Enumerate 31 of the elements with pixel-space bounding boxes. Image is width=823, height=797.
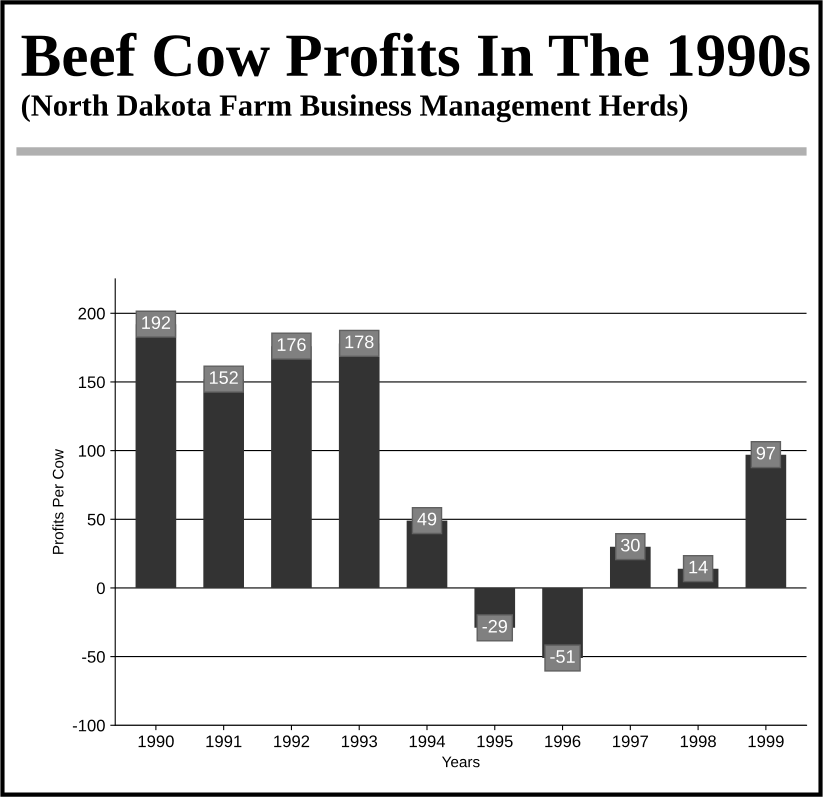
x-tick-label: 1994 (410, 735, 446, 748)
x-tick-label: 1997 (613, 735, 648, 748)
chart-title: Beef Cow Profits In The 1990s (22, 32, 810, 76)
y-tick-label: 0 (96, 582, 105, 594)
x-axis-title: Years (442, 756, 480, 768)
x-tick-label: 1995 (478, 735, 513, 748)
y-tick-label: 50 (88, 514, 105, 526)
y-tick-label: 200 (78, 308, 105, 320)
y-tick-label: -50 (82, 651, 105, 663)
y-axis-title: Profits Per Cow (52, 449, 64, 554)
y-tick-label: -100 (72, 720, 105, 732)
x-tick-label: 1998 (680, 735, 716, 748)
data-label: -29 (482, 620, 507, 633)
data-label: 49 (417, 512, 436, 526)
data-label: 97 (756, 446, 776, 460)
chart-subtitle: (North Dakota Farm Business Management Herds) (22, 94, 688, 122)
data-label: -51 (550, 650, 575, 663)
x-tick-label: 1996 (545, 735, 580, 748)
data-label: 176 (278, 338, 306, 352)
x-tick-label: 1990 (138, 735, 174, 748)
data-label: 30 (620, 538, 640, 552)
x-tick-label: 1999 (748, 735, 784, 748)
data-label: 192 (142, 316, 170, 330)
y-tick-label: 100 (78, 445, 105, 457)
x-tick-label: 1993 (342, 735, 378, 748)
y-tick-label: 150 (78, 376, 105, 388)
data-label: 152 (210, 371, 238, 384)
x-tick-label: 1991 (206, 735, 242, 748)
data-label: 178 (346, 335, 374, 348)
data-label: 14 (689, 560, 708, 574)
x-tick-label: 1992 (274, 735, 310, 748)
